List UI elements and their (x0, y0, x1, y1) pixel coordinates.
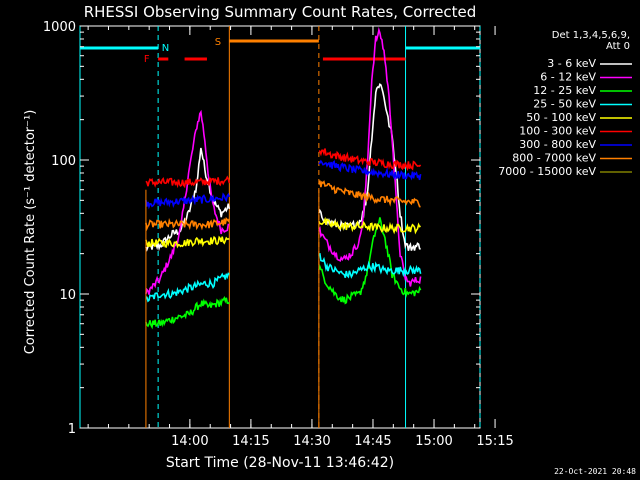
series-line (318, 180, 421, 208)
legend-header: Det 1,3,4,5,6,9, (552, 30, 630, 41)
legend-label: 800 - 7000 keV (512, 152, 596, 165)
series-line (318, 217, 422, 305)
series-line (145, 235, 230, 249)
y-axis-label: Corrected Count Rate (s⁻¹ detector⁻¹) (23, 110, 38, 355)
series-line (318, 253, 422, 279)
y-axis-ticks: 1 10 100 1000 (43, 20, 480, 437)
legend-label: 7000 - 15000 keV (498, 165, 596, 178)
x-tick-label: 14:45 (354, 434, 391, 449)
series-line (318, 159, 422, 181)
chart-title: RHESSI Observing Summary Count Rates, Co… (84, 3, 477, 21)
x-axis-ticks: 14:00 14:15 14:30 14:45 15:00 15:15 (87, 26, 514, 449)
flag-label: F (144, 54, 150, 65)
series-line (318, 26, 422, 287)
flag-bars: N F S (80, 37, 480, 65)
legend-label: 300 - 800 keV (519, 138, 596, 151)
x-axis-label: Start Time (28-Nov-11 13:46:42) (166, 455, 394, 471)
legend-label: 50 - 100 keV (526, 111, 596, 124)
series-line (318, 148, 422, 172)
x-tick-label: 14:30 (293, 434, 330, 449)
series-line (145, 192, 231, 210)
footer-timestamp: 22-Oct-2021 20:48 (554, 467, 636, 476)
y-tick-label: 1000 (43, 20, 76, 35)
x-tick-label: 14:00 (171, 434, 208, 449)
series-line (145, 175, 231, 189)
flag-label: S (215, 37, 221, 48)
series-line (145, 272, 230, 303)
legend-label: 25 - 50 keV (533, 98, 596, 111)
y-tick-label: 10 (59, 288, 76, 303)
x-tick-label: 15:15 (476, 434, 513, 449)
series-line (145, 216, 231, 232)
x-tick-label: 15:00 (415, 434, 452, 449)
y-tick-label: 1 (68, 422, 76, 437)
legend-label: 3 - 6 keV (547, 57, 596, 70)
series-line (145, 295, 230, 330)
x-tick-label: 14:15 (232, 434, 269, 449)
y-tick-label: 100 (51, 154, 76, 169)
legend-label: 12 - 25 keV (533, 84, 596, 97)
series-line (318, 216, 421, 235)
flag-label: N (162, 43, 169, 54)
legend-header: Att 0 (606, 41, 630, 52)
legend-label: 100 - 300 keV (519, 125, 596, 138)
series-lines (145, 26, 422, 428)
legend-label: 6 - 12 keV (540, 71, 596, 84)
series-line (145, 147, 231, 252)
